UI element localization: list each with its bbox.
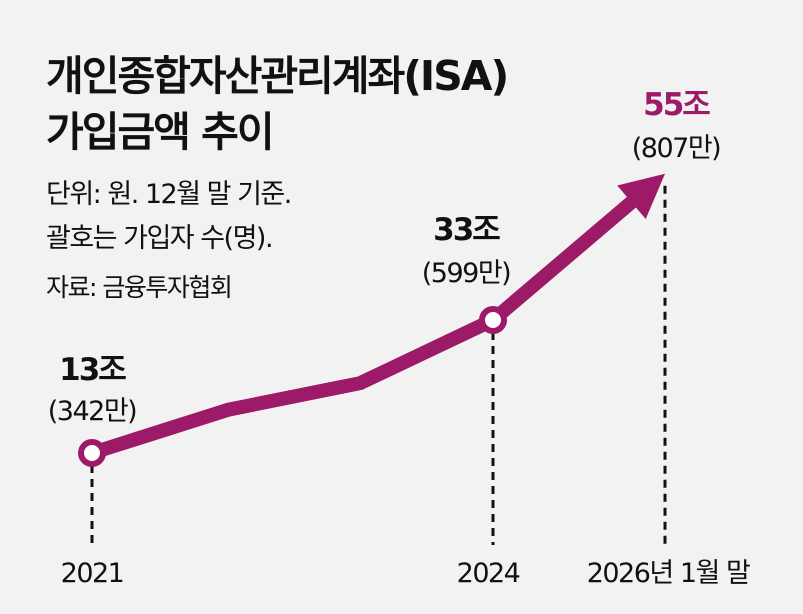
arrowhead-marker xyxy=(617,173,665,219)
value-label: 55조 xyxy=(643,87,710,123)
chart-title-line2: 가입금액 추이 xyxy=(46,108,275,156)
data-point-marker xyxy=(78,439,106,467)
value-label: 13조 xyxy=(59,352,126,388)
value-label: 33조 xyxy=(433,212,500,248)
source-note: 자료: 금융투자협회 xyxy=(46,273,233,302)
series-line xyxy=(89,190,644,460)
subscribers-label: (599만) xyxy=(422,258,510,289)
data-point-marker xyxy=(479,306,507,334)
subscribers-label: (807만) xyxy=(632,133,720,164)
x-tick-label: 2026년 1월 말 xyxy=(587,558,750,589)
chart-title-line1: 개인종합자산관리계좌(ISA) xyxy=(46,52,509,100)
x-tick-label: 2024 xyxy=(457,558,520,589)
parenthesis-note: 괄호는 가입자 수(명). xyxy=(46,223,274,254)
x-tick-label: 2021 xyxy=(61,558,124,589)
unit-note: 단위: 원. 12월 말 기준. xyxy=(46,179,292,210)
subscribers-label: (342만) xyxy=(48,396,136,427)
